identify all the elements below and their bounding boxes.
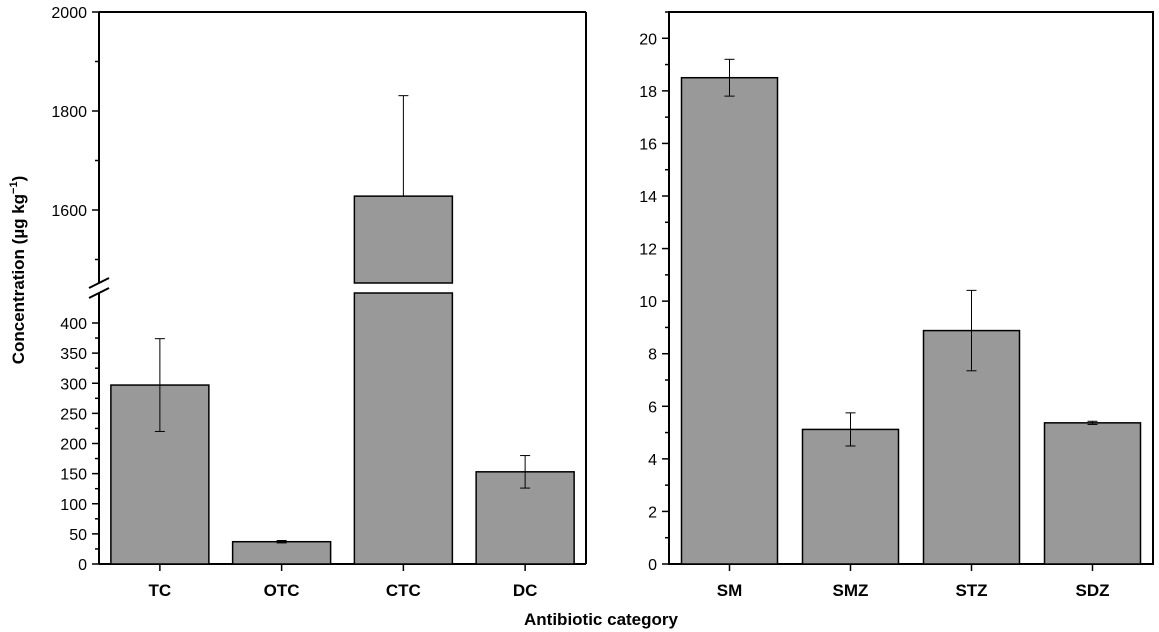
y-tick-label: 200	[60, 437, 87, 454]
y-axis-title-superscript: −1	[8, 181, 20, 194]
y-tick-label: 16	[639, 136, 657, 153]
y-tick-label: 100	[60, 497, 87, 514]
y-axis-title-main: Concentration (µg kg	[9, 194, 28, 364]
x-category-label: OTC	[264, 581, 300, 600]
y-tick-label: 1600	[51, 203, 87, 220]
right-chart-panel: 0 2 4 6 8 10 12 14 16 18 20 SM SMZ STZ SDZ	[639, 11, 1154, 600]
x-category-label: DC	[513, 581, 538, 600]
y-tick-label: 20	[639, 31, 657, 48]
y-tick-label: 10	[639, 294, 657, 311]
y-axis-title: Concentration (µg kg−1)	[8, 176, 28, 365]
x-category-label: CTC	[386, 581, 421, 600]
bar	[353, 195, 454, 284]
x-category-label: TC	[149, 581, 172, 600]
bar	[353, 292, 454, 565]
x-category-label: SMZ	[833, 581, 869, 600]
bar	[231, 540, 332, 565]
y-tick-label: 2	[648, 504, 657, 521]
bar	[680, 76, 779, 565]
x-category-label: SM	[717, 581, 743, 600]
x-category-label: STZ	[955, 581, 987, 600]
y-tick-label: 400	[60, 316, 87, 333]
bar	[801, 428, 900, 565]
y-tick-label: 300	[60, 376, 87, 393]
y-axis-title-close: )	[9, 176, 28, 182]
axis-break-mark	[88, 287, 110, 299]
axis-break-mark	[88, 277, 110, 289]
left-chart-panel: 0 50 100 150 200 250 300 350 400 1600 1800 2000 TC OT…	[51, 5, 587, 600]
y-tick-label: 150	[60, 467, 87, 484]
y-tick-label: 14	[639, 189, 657, 206]
y-tick-label: 0	[78, 557, 87, 574]
y-tick-label: 350	[60, 346, 87, 363]
y-tick-label: 12	[639, 242, 657, 259]
y-tick-label: 0	[648, 557, 657, 574]
y-tick-label: 250	[60, 406, 87, 423]
y-tick-label: 2000	[51, 5, 87, 22]
y-tick-label: 50	[69, 527, 87, 544]
x-category-label: SDZ	[1076, 581, 1110, 600]
y-tick-label: 6	[648, 399, 657, 416]
y-tick-label: 1800	[51, 104, 87, 121]
y-tick-label: 4	[648, 452, 657, 469]
bar	[1043, 422, 1142, 565]
x-axis-title: Antibiotic category	[524, 610, 679, 629]
y-tick-label: 18	[639, 84, 657, 101]
right-axes-frame	[668, 11, 1154, 565]
y-tick-label: 8	[648, 347, 657, 364]
